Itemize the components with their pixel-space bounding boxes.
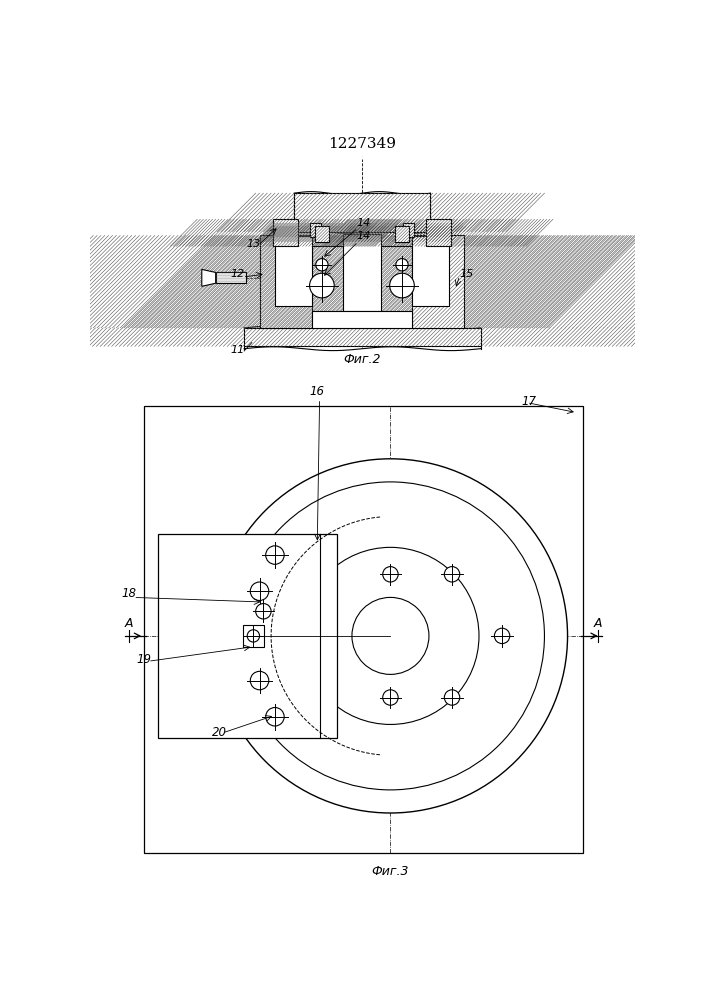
Circle shape [302,547,479,724]
Text: A: A [124,617,133,630]
Text: 12: 12 [230,269,245,279]
Text: 11: 11 [231,345,245,355]
Circle shape [236,482,544,790]
Bar [343,234,381,311]
Circle shape [444,690,460,705]
Circle shape [214,459,568,813]
Circle shape [250,671,269,690]
Bar [312,311,412,328]
Text: 16: 16 [310,385,325,398]
Bar [310,223,321,237]
Text: 17: 17 [522,395,537,408]
Text: 18: 18 [121,587,136,600]
Text: Фиг.3: Фиг.3 [372,865,409,878]
Bar [294,193,431,232]
Circle shape [310,273,334,298]
Circle shape [266,708,284,726]
Circle shape [247,630,259,642]
Text: 15: 15 [460,269,474,279]
Bar [412,235,464,328]
Circle shape [250,582,269,600]
Bar [426,219,450,246]
Bar [403,223,414,237]
Text: A: A [594,617,602,630]
Circle shape [316,259,328,271]
Circle shape [494,628,510,644]
Bar [412,235,449,306]
Bar [315,226,329,242]
Circle shape [382,567,398,582]
Circle shape [396,259,408,271]
Polygon shape [201,269,216,286]
Bar [259,235,312,328]
Circle shape [444,567,460,582]
Circle shape [256,604,271,619]
Text: 14: 14 [356,231,370,241]
Bar [144,406,583,853]
Bar [158,534,337,738]
Circle shape [266,546,284,564]
Bar [243,625,264,647]
Text: 1227349: 1227349 [328,137,396,151]
Circle shape [382,690,398,705]
Bar [244,328,481,346]
Text: 14: 14 [356,218,370,228]
Text: 20: 20 [212,726,227,739]
Bar [274,219,298,246]
Bar [395,226,409,242]
Text: 13: 13 [246,239,260,249]
Bar [275,235,312,306]
Bar [216,272,247,283]
Text: Фиг.2: Фиг.2 [343,353,380,366]
Circle shape [352,597,429,674]
Text: 19: 19 [136,653,151,666]
Circle shape [390,273,414,298]
